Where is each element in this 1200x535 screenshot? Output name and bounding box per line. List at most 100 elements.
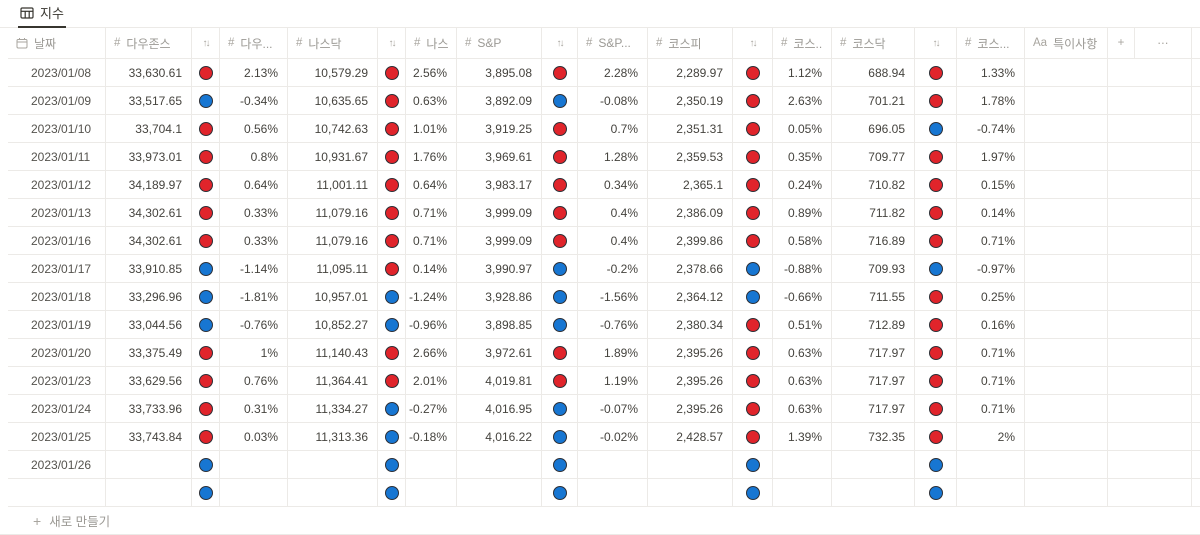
cell-kosdaq_dir[interactable] xyxy=(915,227,957,254)
cell-dow_pct[interactable] xyxy=(220,451,288,478)
cell-kospi_pct[interactable]: 2.63% xyxy=(773,87,832,114)
cell-sp_pct[interactable]: -0.02% xyxy=(578,423,648,450)
cell-kosdaq_pct[interactable]: 2% xyxy=(957,423,1025,450)
cell-sp_dir[interactable] xyxy=(542,311,578,338)
cell-note[interactable] xyxy=(1025,339,1108,366)
cell-nasdaq_dir[interactable] xyxy=(378,143,406,170)
cell-sp[interactable]: 3,983.17 xyxy=(457,171,542,198)
cell-nasdaq[interactable] xyxy=(288,451,378,478)
cell-date[interactable]: 2023/01/26 xyxy=(8,451,106,478)
cell-nasdaq[interactable]: 10,742.63 xyxy=(288,115,378,142)
cell-nasdaq_pct[interactable]: 0.71% xyxy=(406,199,457,226)
cell-kosdaq[interactable]: 710.82 xyxy=(832,171,915,198)
cell-sp[interactable] xyxy=(457,451,542,478)
cell-note[interactable] xyxy=(1025,199,1108,226)
cell-nasdaq_dir[interactable] xyxy=(378,171,406,198)
column-header-note[interactable]: Aa 특이사항 xyxy=(1025,28,1108,58)
cell-sp_pct[interactable]: 0.7% xyxy=(578,115,648,142)
cell-dow_dir[interactable] xyxy=(192,199,220,226)
cell-sp_pct[interactable]: 1.89% xyxy=(578,339,648,366)
cell-dow_pct[interactable]: 0.76% xyxy=(220,367,288,394)
cell-sp_dir[interactable] xyxy=(542,171,578,198)
column-header-kospi_dir[interactable]: ↑↓ xyxy=(733,28,773,58)
cell-sp_pct[interactable]: -0.08% xyxy=(578,87,648,114)
cell-nasdaq_pct[interactable]: 2.56% xyxy=(406,59,457,86)
column-header-more[interactable]: ⋯ xyxy=(1135,28,1192,58)
cell-kosdaq[interactable]: 717.97 xyxy=(832,339,915,366)
cell-kospi_dir[interactable] xyxy=(733,199,773,226)
cell-nasdaq_dir[interactable] xyxy=(378,227,406,254)
cell-note[interactable] xyxy=(1025,479,1108,506)
cell-dow_dir[interactable] xyxy=(192,423,220,450)
cell-nasdaq[interactable]: 10,957.01 xyxy=(288,283,378,310)
cell-kosdaq_dir[interactable] xyxy=(915,143,957,170)
cell-sp_dir[interactable] xyxy=(542,395,578,422)
cell-note[interactable] xyxy=(1025,311,1108,338)
cell-kosdaq_pct[interactable]: 0.14% xyxy=(957,199,1025,226)
cell-sp_dir[interactable] xyxy=(542,339,578,366)
cell-sp_pct[interactable]: -1.56% xyxy=(578,283,648,310)
cell-nasdaq_pct[interactable] xyxy=(406,451,457,478)
cell-kosdaq_pct[interactable]: 1.33% xyxy=(957,59,1025,86)
cell-sp_dir[interactable] xyxy=(542,227,578,254)
cell-dow_pct[interactable]: -0.34% xyxy=(220,87,288,114)
column-header-kosdaq_pct[interactable]: # 코스... xyxy=(957,28,1025,58)
cell-kospi[interactable]: 2,395.26 xyxy=(648,367,733,394)
cell-kospi_pct[interactable]: 0.89% xyxy=(773,199,832,226)
cell-kosdaq[interactable] xyxy=(832,479,915,506)
cell-sp[interactable]: 3,928.86 xyxy=(457,283,542,310)
cell-dow[interactable]: 34,302.61 xyxy=(106,227,192,254)
cell-nasdaq_pct[interactable]: 0.64% xyxy=(406,171,457,198)
cell-kospi_pct[interactable]: 0.24% xyxy=(773,171,832,198)
cell-dow_pct[interactable] xyxy=(220,479,288,506)
cell-note[interactable] xyxy=(1025,395,1108,422)
cell-kospi[interactable]: 2,365.1 xyxy=(648,171,733,198)
cell-date[interactable]: 2023/01/13 xyxy=(8,199,106,226)
cell-date[interactable]: 2023/01/24 xyxy=(8,395,106,422)
cell-sp_pct[interactable]: -0.07% xyxy=(578,395,648,422)
cell-nasdaq_pct[interactable]: 2.66% xyxy=(406,339,457,366)
cell-note[interactable] xyxy=(1025,171,1108,198)
column-header-sp_dir[interactable]: ↑↓ xyxy=(542,28,578,58)
tab-indices[interactable]: 지수 xyxy=(18,0,66,28)
cell-sp[interactable]: 3,892.09 xyxy=(457,87,542,114)
cell-dow_pct[interactable]: 0.33% xyxy=(220,199,288,226)
new-row-button[interactable]: + 새로 만들기 xyxy=(0,507,1200,535)
cell-sp[interactable]: 3,969.61 xyxy=(457,143,542,170)
cell-kospi_dir[interactable] xyxy=(733,115,773,142)
cell-kosdaq[interactable]: 711.55 xyxy=(832,283,915,310)
cell-kosdaq[interactable]: 717.97 xyxy=(832,395,915,422)
cell-kospi_dir[interactable] xyxy=(733,395,773,422)
cell-kospi_dir[interactable] xyxy=(733,171,773,198)
cell-note[interactable] xyxy=(1025,255,1108,282)
cell-dow[interactable]: 34,189.97 xyxy=(106,171,192,198)
cell-sp[interactable]: 4,016.22 xyxy=(457,423,542,450)
cell-kosdaq_pct[interactable]: 0.71% xyxy=(957,339,1025,366)
cell-sp_pct[interactable]: -0.2% xyxy=(578,255,648,282)
cell-kosdaq_pct[interactable] xyxy=(957,451,1025,478)
cell-note[interactable] xyxy=(1025,87,1108,114)
cell-kospi_pct[interactable]: 0.51% xyxy=(773,311,832,338)
cell-kosdaq_dir[interactable] xyxy=(915,283,957,310)
column-header-sp_pct[interactable]: # S&P... xyxy=(578,28,648,58)
cell-sp_pct[interactable]: 2.28% xyxy=(578,59,648,86)
column-header-kosdaq_dir[interactable]: ↑↓ xyxy=(915,28,957,58)
cell-dow[interactable] xyxy=(106,479,192,506)
cell-dow[interactable]: 33,629.56 xyxy=(106,367,192,394)
cell-kospi_dir[interactable] xyxy=(733,367,773,394)
cell-kosdaq_pct[interactable]: 0.16% xyxy=(957,311,1025,338)
cell-nasdaq_dir[interactable] xyxy=(378,479,406,506)
cell-nasdaq_pct[interactable]: 1.01% xyxy=(406,115,457,142)
cell-nasdaq_pct[interactable]: 0.63% xyxy=(406,87,457,114)
cell-nasdaq_pct[interactable]: 0.71% xyxy=(406,227,457,254)
cell-dow_dir[interactable] xyxy=(192,227,220,254)
cell-kosdaq_dir[interactable] xyxy=(915,171,957,198)
cell-kospi[interactable] xyxy=(648,479,733,506)
cell-note[interactable] xyxy=(1025,59,1108,86)
cell-dow_pct[interactable]: 2.13% xyxy=(220,59,288,86)
cell-kospi_dir[interactable] xyxy=(733,59,773,86)
cell-kospi[interactable]: 2,351.31 xyxy=(648,115,733,142)
cell-kosdaq_pct[interactable]: 0.71% xyxy=(957,367,1025,394)
cell-nasdaq_dir[interactable] xyxy=(378,59,406,86)
cell-kospi_pct[interactable]: 1.39% xyxy=(773,423,832,450)
